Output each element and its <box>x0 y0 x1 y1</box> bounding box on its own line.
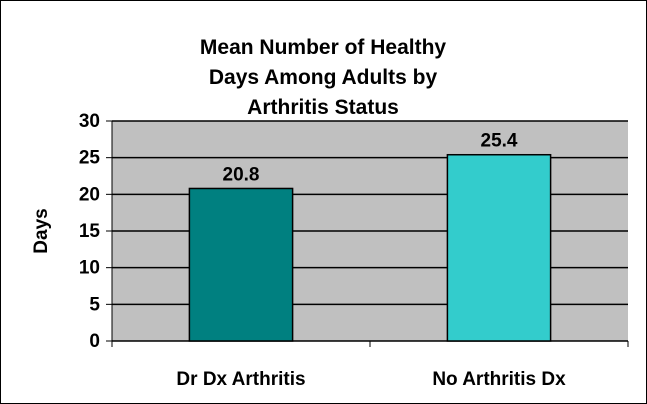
data-label: 25.4 <box>481 131 518 152</box>
y-tick-label: 30 <box>79 111 100 132</box>
chart-title: Mean Number of Healthy Days Among Adults… <box>199 36 447 119</box>
data-label: 20.8 <box>223 164 260 185</box>
y-tick-label: 0 <box>89 331 100 352</box>
y-tick-label: 20 <box>79 184 100 205</box>
y-tick-label: 15 <box>79 221 101 242</box>
y-tick-label: 25 <box>79 148 101 169</box>
y-axis-label: Days <box>31 208 52 253</box>
bar <box>446 153 552 342</box>
y-tick-label: 5 <box>89 294 100 315</box>
x-tick-label: Dr Dx Arthritis <box>176 369 305 390</box>
bar <box>188 187 294 342</box>
x-tick-label: No Arthritis Dx <box>432 369 566 390</box>
y-tick-label: 10 <box>79 258 100 279</box>
